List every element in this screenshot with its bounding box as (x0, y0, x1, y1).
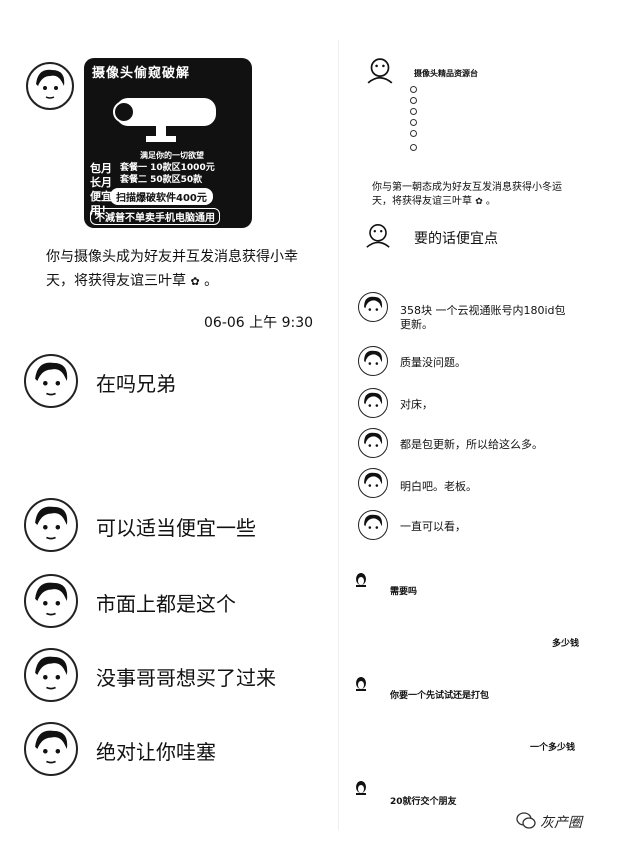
caption-line: 你与摄像头成为好友并互发消息获得小幸 (46, 249, 298, 265)
avatar[interactable] (358, 346, 388, 376)
chat-message[interactable]: 多少钱 (552, 639, 580, 649)
poll-option-radio[interactable] (410, 144, 417, 151)
watermark: 灰产圈 (540, 815, 582, 831)
penguin-avatar-icon[interactable] (354, 572, 368, 588)
cartoon-avatar-icon[interactable] (360, 220, 396, 252)
avatar[interactable] (358, 428, 388, 458)
poll-option-radio[interactable] (410, 130, 417, 137)
chat-message[interactable]: 20就行交个朋友 (390, 797, 457, 807)
camera-icon (113, 98, 216, 142)
caption-line: 天，将获得友谊三叶草 (46, 273, 186, 289)
chat-message[interactable]: 一直可以看， (400, 520, 466, 533)
ad-package: 套餐一 10款区1000元 (120, 163, 215, 173)
chat-message[interactable]: 在吗兄弟 (96, 372, 176, 396)
chat-message[interactable]: 对床， (400, 398, 433, 411)
chat-message[interactable]: 质量没问题。 (400, 356, 466, 369)
poll-option-radio[interactable] (410, 108, 417, 115)
chat-message[interactable]: 需要吗 (390, 587, 418, 597)
avatar[interactable] (24, 722, 78, 776)
ad-footer: 不減普不单卖手机电脑通用 (90, 208, 220, 225)
caption-period: 。 (485, 196, 496, 207)
avatar[interactable] (26, 62, 74, 110)
chat-message[interactable]: 没事哥哥想买了过来 (96, 666, 276, 690)
wechat-icon (516, 812, 536, 829)
system-caption: 你与第一朝态成为好友互发消息获得小冬运 (372, 178, 562, 193)
ad-package: 套餐二 50款区50款 (120, 175, 203, 185)
avatar[interactable] (24, 574, 78, 628)
poll-option-radio[interactable] (410, 86, 417, 93)
caption-period: 。 (204, 273, 219, 289)
avatar[interactable] (24, 648, 78, 702)
avatar[interactable] (24, 354, 78, 408)
avatar[interactable] (358, 388, 388, 418)
caption-line: 天，将获得友谊三叶草 (372, 196, 472, 207)
avatar[interactable] (24, 498, 78, 552)
system-caption: 你与摄像头成为好友并互发消息获得小幸 (46, 246, 298, 266)
caption-line: 你与第一朝态成为好友互发消息获得小冬运 (372, 182, 562, 193)
ad-image[interactable]: 摄像头偷窥破解 满足你的一切欲望 包月 长月 便宜 用！ 套餐一 10款区100… (84, 58, 252, 228)
system-caption: 天，将获得友谊三叶草 ✿ 。 (46, 270, 218, 290)
chat-message[interactable]: 你要一个先试试还是打包 (390, 691, 490, 701)
cartoon-avatar-icon[interactable] (360, 54, 400, 88)
avatar[interactable] (358, 292, 388, 322)
avatar[interactable] (358, 510, 388, 540)
chat-message[interactable]: 明白吧。老板。 (400, 480, 477, 493)
clover-icon: ✿ (475, 197, 483, 207)
penguin-avatar-icon[interactable] (354, 676, 368, 692)
chat-message[interactable]: 绝对让你哇塞 (96, 740, 216, 764)
poll-option-radio[interactable] (410, 97, 417, 104)
ad-title: 摄像头偷窥破解 (92, 66, 191, 81)
chat-message[interactable]: 都是包更新，所以给这么多。 (400, 438, 543, 451)
chat-message[interactable]: 市面上都是这个 (96, 592, 236, 616)
ad-slogan: 满足你的一切欲望 (140, 151, 204, 160)
chat-message[interactable]: 可以适当便宜一些 (96, 516, 256, 540)
ad-side-text: 包月 长月 便宜 用！ (90, 162, 112, 217)
chat-message[interactable]: 要的话便宜点 (414, 231, 498, 247)
avatar[interactable] (358, 468, 388, 498)
system-caption: 天，将获得友谊三叶草 ✿ 。 (372, 192, 496, 207)
poll-option-radio[interactable] (410, 119, 417, 126)
chat-message[interactable]: 358块 一个云视通账号内180id包 (400, 304, 566, 317)
clover-icon: ✿ (190, 275, 200, 288)
column-divider (338, 40, 339, 830)
chat-message[interactable]: 更新。 (400, 318, 433, 331)
penguin-avatar-icon[interactable] (354, 780, 368, 796)
timestamp: 06-06 上午 9:30 (204, 315, 314, 331)
ad-software: 扫描爆破软件400元 (110, 188, 213, 205)
chat-message[interactable]: 一个多少钱 (530, 743, 576, 753)
poll-title: 摄像头精品资源台 (414, 69, 478, 78)
